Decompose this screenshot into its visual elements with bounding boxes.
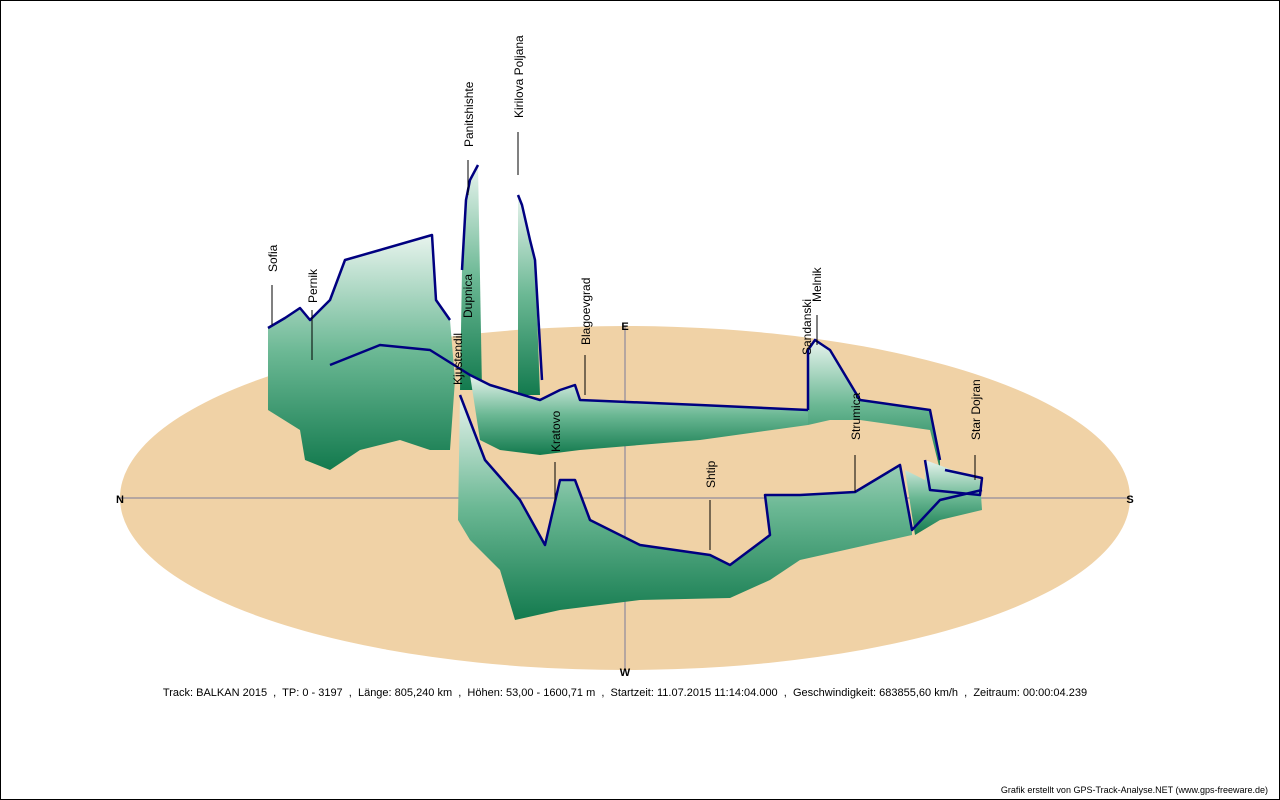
place-label: Melnik xyxy=(810,266,824,302)
place-label: Shtip xyxy=(704,460,718,488)
compass-n: N xyxy=(116,494,124,506)
place-label: Dupnica xyxy=(461,274,475,318)
track-info: Track: BALKAN 2015 , TP: 0 - 3197 , Läng… xyxy=(163,687,1087,699)
place-label: Blagoevgrad xyxy=(579,278,593,345)
compass-s: S xyxy=(1126,494,1133,506)
place-label: Kratovo xyxy=(549,410,563,452)
place-label: Panitshishte xyxy=(462,81,476,147)
place-labels: Sofia Pernik Panitshishte Kirilova Polja… xyxy=(266,35,983,550)
place-label: Pernik xyxy=(306,268,320,303)
place-label: Kjustendil xyxy=(451,333,465,385)
compass-w: W xyxy=(620,667,631,679)
place-label: Kirilova Poljana xyxy=(512,35,526,118)
place-label: Sofia xyxy=(266,244,280,272)
place-label: Strumica xyxy=(849,392,863,440)
credit: Grafik erstellt von GPS-Track-Analyse.NE… xyxy=(1001,785,1268,795)
compass-e: E xyxy=(621,321,628,333)
place-label: Sandanski xyxy=(800,299,814,355)
place-label: Star Dojran xyxy=(969,379,983,440)
